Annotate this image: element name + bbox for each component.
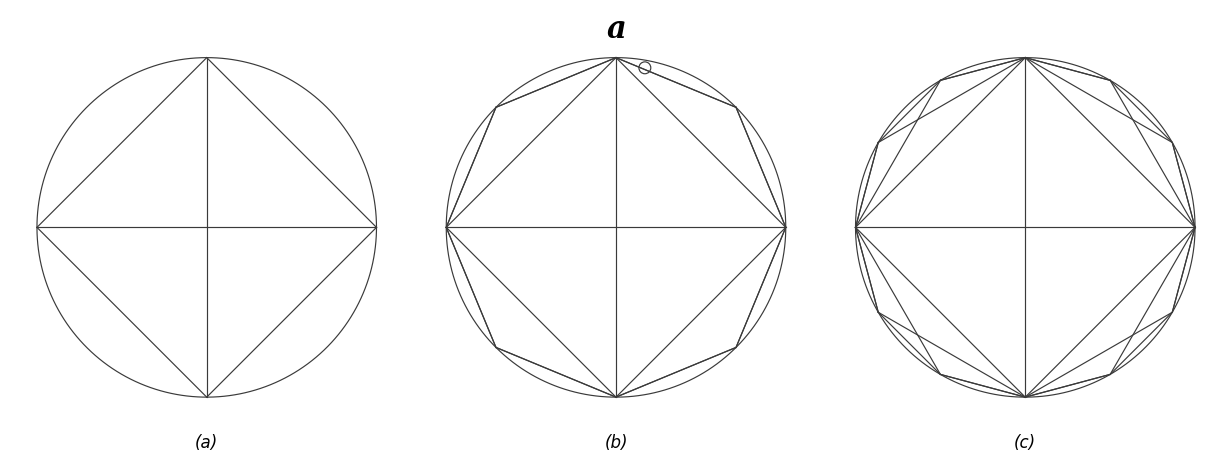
- Text: (c): (c): [1014, 435, 1036, 453]
- Text: (b): (b): [604, 435, 628, 453]
- Text: (a): (a): [195, 435, 218, 453]
- Text: a: a: [606, 14, 626, 45]
